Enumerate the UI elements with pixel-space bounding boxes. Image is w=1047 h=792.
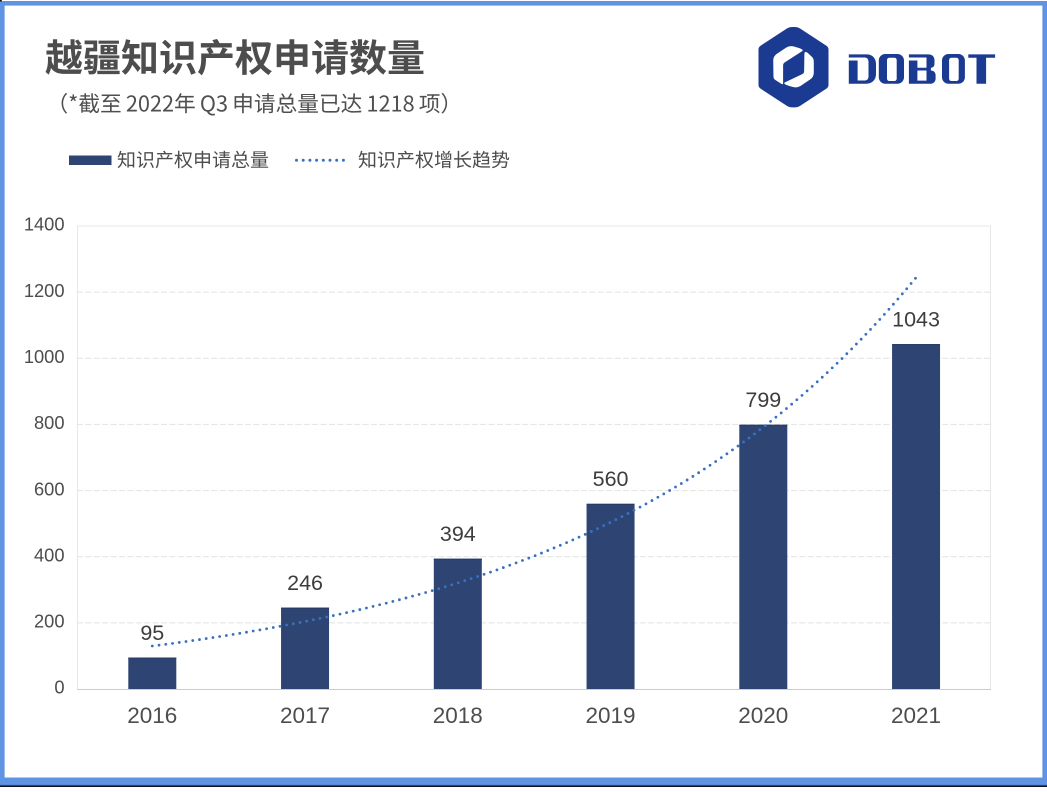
svg-text:95: 95 <box>140 621 164 645</box>
svg-text:394: 394 <box>440 522 476 546</box>
svg-text:1200: 1200 <box>24 280 65 301</box>
svg-text:2021: 2021 <box>891 703 941 728</box>
svg-text:1000: 1000 <box>24 346 65 367</box>
svg-text:560: 560 <box>593 467 629 491</box>
svg-text:2017: 2017 <box>280 703 330 728</box>
svg-text:2016: 2016 <box>127 703 177 728</box>
svg-text:799: 799 <box>745 388 781 412</box>
svg-text:400: 400 <box>34 544 65 565</box>
svg-text:0: 0 <box>54 677 64 698</box>
svg-text:246: 246 <box>287 571 323 595</box>
svg-text:1043: 1043 <box>892 307 940 331</box>
svg-text:800: 800 <box>34 412 65 433</box>
svg-text:200: 200 <box>34 611 65 632</box>
svg-text:600: 600 <box>34 478 65 499</box>
svg-text:2018: 2018 <box>433 703 483 728</box>
svg-text:1400: 1400 <box>24 214 65 235</box>
svg-text:2019: 2019 <box>586 703 636 728</box>
svg-text:2020: 2020 <box>738 703 788 728</box>
